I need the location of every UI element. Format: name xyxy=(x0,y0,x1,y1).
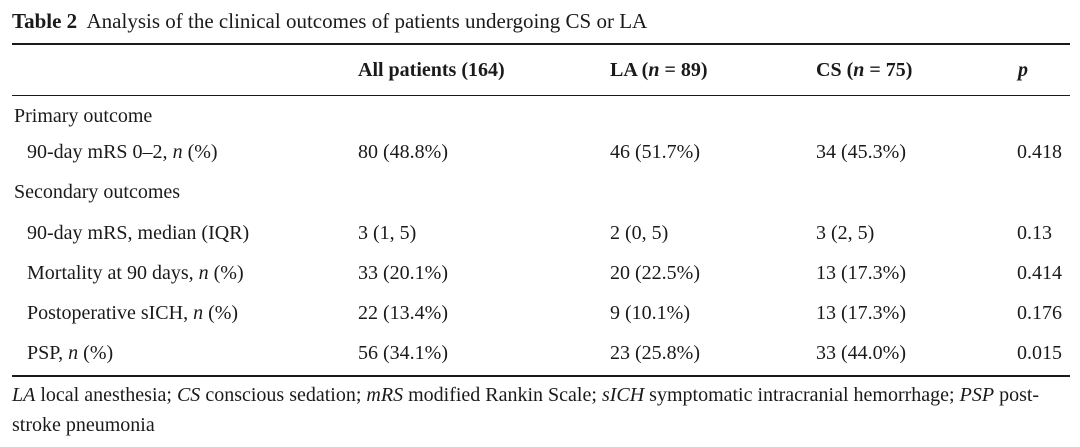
cell-p: 0.414 xyxy=(1017,262,1062,284)
table-footnote: LA local anesthesia; CS conscious sedati… xyxy=(12,384,1040,436)
section-row-primary: Primary outcome xyxy=(0,96,1080,136)
cell-all: 56 (34.1%) xyxy=(358,342,448,364)
row-label: Mortality at 90 days, n (%) xyxy=(27,262,244,284)
cell-p: 0.13 xyxy=(1017,222,1052,244)
table-row: Mortality at 90 days, n (%) 33 (20.1%) 2… xyxy=(0,253,1080,293)
cell-cs: 33 (44.0%) xyxy=(816,342,906,364)
cell-p: 0.176 xyxy=(1017,302,1062,324)
header-cs: CS (n = 75) xyxy=(816,59,913,81)
cell-cs: 34 (45.3%) xyxy=(816,141,906,163)
header-rule xyxy=(12,95,1070,96)
bottom-rule xyxy=(12,375,1070,377)
table-row: Postoperative sICH, n (%) 22 (13.4%) 9 (… xyxy=(0,293,1080,333)
table-header-row: All patients (164) LA (n = 89) CS (n = 7… xyxy=(0,50,1080,90)
row-label: Postoperative sICH, n (%) xyxy=(27,302,239,324)
cell-all: 3 (1, 5) xyxy=(358,222,417,244)
cell-la: 46 (51.7%) xyxy=(610,141,700,163)
cell-la: 23 (25.8%) xyxy=(610,342,700,364)
section-label-secondary: Secondary outcomes xyxy=(14,181,181,203)
cell-p: 0.015 xyxy=(1017,342,1062,364)
table-caption: Table 2 Analysis of the clinical outcome… xyxy=(12,6,647,36)
section-label-primary: Primary outcome xyxy=(14,105,153,127)
cell-la: 2 (0, 5) xyxy=(610,222,669,244)
table-label: Table 2 xyxy=(12,9,78,33)
cell-cs: 13 (17.3%) xyxy=(816,262,906,284)
cell-p: 0.418 xyxy=(1017,141,1062,163)
header-p-value: p xyxy=(1018,59,1028,81)
cell-la: 20 (22.5%) xyxy=(610,262,700,284)
row-label: 90-day mRS 0–2, n (%) xyxy=(27,141,218,163)
table-row: 90-day mRS 0–2, n (%) 80 (48.8%) 46 (51.… xyxy=(0,132,1080,172)
cell-la: 9 (10.1%) xyxy=(610,302,690,324)
table-row: 90-day mRS, median (IQR) 3 (1, 5) 2 (0, … xyxy=(0,213,1080,253)
header-la: LA (n = 89) xyxy=(610,59,708,81)
row-label: PSP, n (%) xyxy=(27,342,114,364)
table-title: Analysis of the clinical outcomes of pat… xyxy=(86,9,648,33)
row-label: 90-day mRS, median (IQR) xyxy=(27,222,250,244)
cell-all: 80 (48.8%) xyxy=(358,141,448,163)
top-rule xyxy=(12,43,1070,45)
cell-all: 33 (20.1%) xyxy=(358,262,448,284)
cell-all: 22 (13.4%) xyxy=(358,302,448,324)
cell-cs: 3 (2, 5) xyxy=(816,222,875,244)
section-row-secondary: Secondary outcomes xyxy=(0,172,1080,212)
table-row: PSP, n (%) 56 (34.1%) 23 (25.8%) 33 (44.… xyxy=(0,333,1080,373)
cell-cs: 13 (17.3%) xyxy=(816,302,906,324)
header-all-patients: All patients (164) xyxy=(358,59,505,81)
